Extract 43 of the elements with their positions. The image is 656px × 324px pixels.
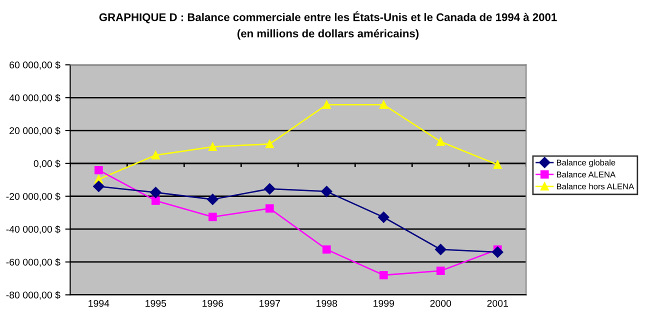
point — [93, 180, 104, 192]
x-tick-label: 1994 — [88, 300, 110, 307]
y-tick-label: 60 000,00 $ — [10, 61, 60, 70]
point — [150, 186, 162, 198]
point — [152, 151, 160, 160]
legend-label: Balance hors ALENA — [556, 183, 634, 190]
y-tick-label: -40 000,00 $ — [6, 225, 60, 234]
y-tick-label: 20 000,00 $ — [10, 126, 60, 136]
point — [208, 212, 217, 222]
point — [436, 266, 445, 276]
y-tick-label: -60 000,00 $ — [6, 258, 60, 267]
x-tick-label: 1998 — [316, 300, 338, 307]
y-tick-label: -80 000,00 $ — [6, 291, 60, 300]
point — [208, 142, 217, 151]
x-tick-label: 1997 — [260, 300, 280, 307]
point — [207, 194, 218, 205]
point — [436, 138, 445, 146]
x-tick-label: 2001 — [487, 300, 508, 307]
point — [492, 246, 504, 258]
point — [152, 196, 160, 205]
chart-title: GRAPHIQUE D : Balance commerciale entre les États-Unis et le Canada de 1994 à 2001 — [99, 11, 557, 24]
legend-label: Balance ALENA — [556, 171, 616, 178]
point — [379, 100, 388, 109]
point — [94, 166, 103, 174]
chart-subtitle: (en millions de dollars américains) — [237, 29, 419, 40]
x-tick-label: 1996 — [202, 300, 224, 307]
point — [379, 270, 388, 280]
point — [321, 186, 332, 198]
point — [322, 245, 331, 254]
point — [322, 100, 331, 109]
point — [493, 160, 502, 169]
y-tick-label: -20 000,00 $ — [6, 192, 60, 202]
x-tick-label: 1999 — [374, 300, 394, 307]
point — [265, 140, 274, 148]
point — [435, 244, 446, 256]
x-tick-label: 2000 — [430, 300, 452, 307]
y-tick-label: 40 000,00 $ — [9, 94, 60, 102]
x-tick-label: 1995 — [146, 300, 166, 307]
y-tick-label: 0,00 $ — [34, 160, 60, 168]
legend-label: Balance globale — [556, 159, 616, 168]
point — [264, 183, 276, 194]
point — [265, 204, 274, 213]
point — [378, 212, 390, 223]
